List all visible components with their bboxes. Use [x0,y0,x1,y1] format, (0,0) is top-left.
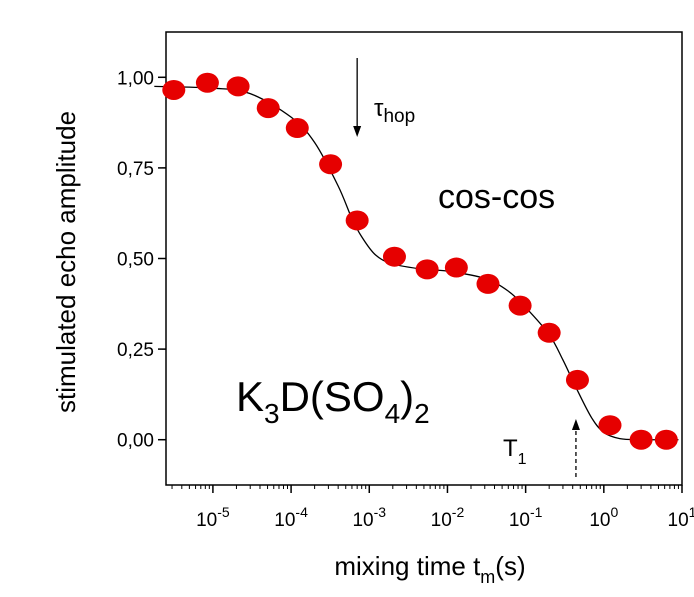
formula-label: K3D(SO4)2 [236,373,430,429]
x-tick-label: 10-5 [196,504,230,531]
t1-label: T1 [503,435,527,468]
y-tick-label: 0,00 [117,431,154,452]
x-tick-label: 101 [668,504,694,531]
data-point [537,322,561,343]
y-tick-label: 1,00 [117,68,154,89]
tau-hop-arrowhead [353,126,362,137]
data-point [319,154,343,175]
x-axis-ticks: 10-5 10-4 10-3 10-2 10-1 100 101 [171,485,694,531]
y-tick-label: 0,75 [117,159,154,180]
data-point [195,72,219,93]
data-point [415,259,439,280]
annotation-arrows [353,58,580,477]
data-point [508,295,532,316]
fit-line [154,85,679,441]
data-point [444,257,468,278]
data-point [476,273,500,294]
tau-hop-label: τhop [374,95,415,127]
data-point [654,429,678,450]
x-tick-label: 10-2 [431,504,465,531]
data-point [345,210,369,231]
cos-cos-label: cos-cos [438,178,555,216]
data-point [226,76,250,97]
x-tick-label: 10-3 [352,504,386,531]
y-axis-ticks: 0,00 0,25 0,50 0,75 1,00 [117,68,166,452]
y-tick-label: 0,50 [117,250,154,271]
data-point [382,246,406,267]
x-tick-label: 10-4 [274,504,308,531]
x-tick-label: 100 [589,504,618,531]
data-point [256,98,280,119]
x-axis-title: mixing time tm(s) [334,551,525,587]
y-tick-label: 0,25 [117,340,154,361]
fit-curve-group [154,85,679,441]
t1-arrowhead [571,419,580,430]
data-point [598,415,622,436]
data-point [565,369,589,390]
x-tick-label: 10-1 [509,504,543,531]
y-axis-title: stimulated echo amplitude [51,111,81,413]
data-point [285,118,309,139]
data-point [629,429,653,450]
data-point [162,79,186,100]
data-points [162,72,678,450]
